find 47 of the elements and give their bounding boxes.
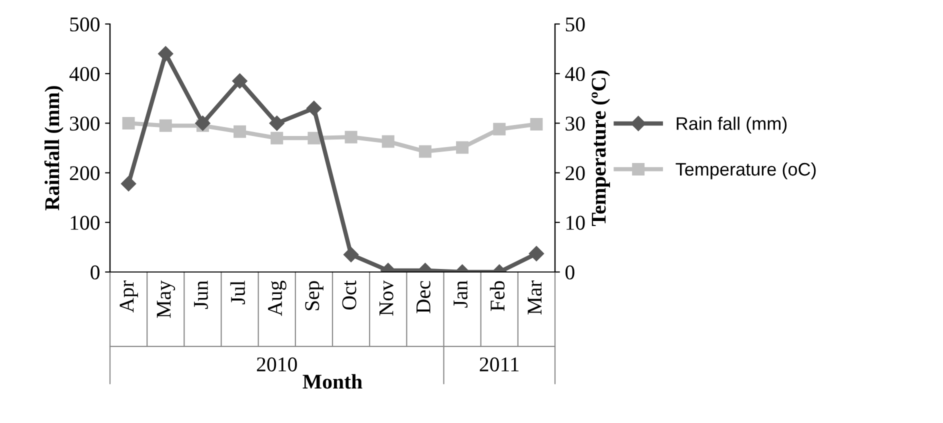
y-tick-label: 300 — [70, 116, 100, 131]
point — [418, 145, 432, 158]
x-axis-title: Month — [302, 374, 362, 389]
x-tick-label: Mar — [528, 280, 542, 314]
y-tick-label: 500 — [70, 17, 100, 32]
legend-label: Rain fall (mm) — [676, 116, 787, 134]
x-tick-label: Jul — [230, 280, 246, 304]
text: 2011 — [480, 357, 519, 372]
x-tick-label: Dec — [416, 280, 430, 314]
point — [382, 135, 394, 148]
y2-tick-label: 40 — [565, 66, 585, 82]
point — [122, 116, 135, 130]
x-tick-label: Oct — [342, 280, 356, 310]
text: 2010 — [256, 357, 297, 372]
point — [306, 100, 322, 116]
x-tick-label: Jan — [454, 280, 468, 308]
point — [530, 118, 543, 130]
y-tick-label: 400 — [69, 66, 100, 82]
y2-axis-title: Temperature (ºC) — [591, 70, 610, 226]
x-tick-label: May — [156, 280, 176, 318]
point — [269, 116, 284, 131]
point — [234, 125, 246, 138]
y-axis-title: Rainfall (mm) — [44, 86, 64, 210]
y-tick-label: 0 — [90, 265, 100, 280]
y2-tick-label: 0 — [566, 265, 574, 280]
x-tick-label: Jun — [194, 280, 208, 309]
point — [493, 122, 506, 136]
x-tick-label: Nov — [379, 280, 394, 316]
point — [344, 130, 358, 144]
y2-tick-label: 10 — [566, 216, 585, 230]
y2-tick-label: 30 — [566, 116, 585, 131]
y-tick-label: 100 — [70, 216, 100, 230]
x-tick-label: Aug — [268, 280, 286, 316]
x-tick-label: Apr — [120, 280, 138, 313]
x-tick-label: Feb — [490, 281, 505, 311]
point — [270, 132, 284, 144]
legend-label: Temperature (oC) — [676, 162, 816, 180]
point — [159, 119, 172, 132]
point — [456, 141, 469, 154]
y2-tick-label: 50 — [566, 17, 585, 32]
y2-tick-label: 20 — [566, 166, 585, 180]
point — [195, 116, 210, 131]
point — [308, 132, 320, 144]
point — [232, 73, 248, 89]
point — [158, 46, 174, 62]
x-tick-label: Sep — [305, 281, 324, 310]
y-tick-label: 200 — [70, 166, 100, 180]
